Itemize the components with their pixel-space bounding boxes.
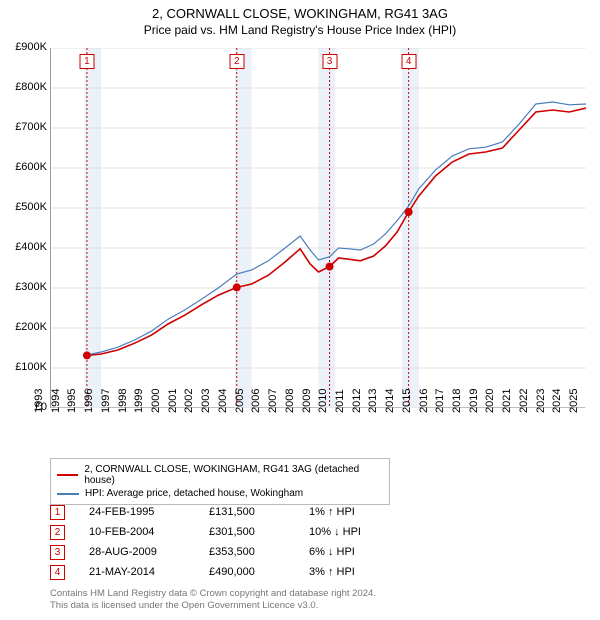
x-tick-label: 2025 bbox=[568, 389, 580, 413]
x-tick-label: 2008 bbox=[284, 389, 296, 413]
transaction-diff: 1% ↑ HPI bbox=[309, 506, 409, 518]
y-tick-label: £400K bbox=[15, 241, 47, 253]
legend-label: 2, CORNWALL CLOSE, WOKINGHAM, RG41 3AG (… bbox=[84, 464, 383, 486]
chart-area: £0£100K£200K£300K£400K£500K£600K£700K£80… bbox=[50, 48, 585, 408]
x-tick-label: 2011 bbox=[334, 389, 346, 413]
transactions-table: 1 24-FEB-1995£131,5001% ↑ HPI 2 10-FEB-2004… bbox=[50, 502, 409, 582]
transaction-diff: 3% ↑ HPI bbox=[309, 566, 409, 578]
legend-swatch bbox=[57, 493, 79, 495]
x-tick-label: 2013 bbox=[367, 389, 379, 413]
x-tick-label: 2004 bbox=[217, 389, 229, 413]
x-tick-label: 2016 bbox=[418, 389, 430, 413]
x-tick-label: 1997 bbox=[100, 389, 112, 413]
sale-marker-4: 4 bbox=[401, 54, 416, 69]
x-tick-label: 2018 bbox=[451, 389, 463, 413]
x-tick-label: 2010 bbox=[317, 389, 329, 413]
x-tick-label: 2021 bbox=[501, 389, 513, 413]
x-tick-label: 2007 bbox=[267, 389, 279, 413]
legend: 2, CORNWALL CLOSE, WOKINGHAM, RG41 3AG (… bbox=[50, 458, 390, 505]
x-tick-label: 2002 bbox=[183, 389, 195, 413]
footer-line2: This data is licensed under the Open Gov… bbox=[50, 600, 376, 612]
x-tick-label: 2019 bbox=[468, 389, 480, 413]
transaction-marker: 4 bbox=[50, 565, 65, 580]
x-tick-label: 2006 bbox=[250, 389, 262, 413]
footer-attribution: Contains HM Land Registry data © Crown c… bbox=[50, 588, 376, 612]
y-tick-label: £600K bbox=[15, 161, 47, 173]
chart-svg bbox=[51, 48, 586, 408]
transaction-diff: 6% ↓ HPI bbox=[309, 546, 409, 558]
legend-label: HPI: Average price, detached house, Woki… bbox=[85, 488, 303, 499]
y-tick-label: £200K bbox=[15, 321, 47, 333]
x-tick-label: 1998 bbox=[117, 389, 129, 413]
x-tick-label: 1994 bbox=[50, 389, 62, 413]
footer-line1: Contains HM Land Registry data © Crown c… bbox=[50, 588, 376, 600]
x-tick-label: 1996 bbox=[83, 389, 95, 413]
legend-swatch bbox=[57, 474, 78, 476]
sale-marker-1: 1 bbox=[79, 54, 94, 69]
y-tick-label: £300K bbox=[15, 281, 47, 293]
x-tick-label: 2022 bbox=[518, 389, 530, 413]
x-tick-label: 2012 bbox=[351, 389, 363, 413]
x-tick-label: 2009 bbox=[301, 389, 313, 413]
sale-marker-3: 3 bbox=[322, 54, 337, 69]
x-tick-label: 2015 bbox=[401, 389, 413, 413]
x-tick-label: 2023 bbox=[535, 389, 547, 413]
x-tick-label: 2001 bbox=[167, 389, 179, 413]
transaction-date: 28-AUG-2009 bbox=[89, 546, 209, 558]
x-tick-label: 2000 bbox=[150, 389, 162, 413]
x-tick-label: 2005 bbox=[234, 389, 246, 413]
y-tick-label: £100K bbox=[15, 361, 47, 373]
sale-marker-2: 2 bbox=[229, 54, 244, 69]
y-tick-label: £700K bbox=[15, 121, 47, 133]
transaction-date: 10-FEB-2004 bbox=[89, 526, 209, 538]
x-tick-label: 1993 bbox=[33, 389, 45, 413]
transaction-row: 4 21-MAY-2014£490,0003% ↑ HPI bbox=[50, 562, 409, 582]
x-tick-label: 2020 bbox=[484, 389, 496, 413]
legend-item: 2, CORNWALL CLOSE, WOKINGHAM, RG41 3AG (… bbox=[57, 463, 383, 487]
transaction-price: £301,500 bbox=[209, 526, 309, 538]
y-tick-label: £900K bbox=[15, 41, 47, 53]
transaction-marker: 2 bbox=[50, 525, 65, 540]
x-tick-label: 2017 bbox=[434, 389, 446, 413]
title-block: 2, CORNWALL CLOSE, WOKINGHAM, RG41 3AG P… bbox=[0, 0, 600, 37]
transaction-row: 2 10-FEB-2004£301,50010% ↓ HPI bbox=[50, 522, 409, 542]
transaction-row: 1 24-FEB-1995£131,5001% ↑ HPI bbox=[50, 502, 409, 522]
transaction-marker: 1 bbox=[50, 505, 65, 520]
x-tick-label: 2003 bbox=[200, 389, 212, 413]
series-price_paid bbox=[87, 108, 586, 355]
x-tick-label: 2024 bbox=[551, 389, 563, 413]
transaction-row: 3 28-AUG-2009£353,5006% ↓ HPI bbox=[50, 542, 409, 562]
transaction-price: £353,500 bbox=[209, 546, 309, 558]
title-subtitle: Price paid vs. HM Land Registry's House … bbox=[0, 23, 600, 37]
transaction-date: 21-MAY-2014 bbox=[89, 566, 209, 578]
series-hpi bbox=[87, 102, 586, 355]
legend-item: HPI: Average price, detached house, Woki… bbox=[57, 487, 383, 500]
transaction-price: £490,000 bbox=[209, 566, 309, 578]
y-tick-label: £800K bbox=[15, 81, 47, 93]
chart-container: 2, CORNWALL CLOSE, WOKINGHAM, RG41 3AG P… bbox=[0, 0, 600, 620]
x-tick-label: 1995 bbox=[66, 389, 78, 413]
transaction-price: £131,500 bbox=[209, 506, 309, 518]
transaction-marker: 3 bbox=[50, 545, 65, 560]
transaction-diff: 10% ↓ HPI bbox=[309, 526, 409, 538]
x-tick-label: 1999 bbox=[133, 389, 145, 413]
title-address: 2, CORNWALL CLOSE, WOKINGHAM, RG41 3AG bbox=[0, 6, 600, 21]
x-tick-label: 2014 bbox=[384, 389, 396, 413]
transaction-date: 24-FEB-1995 bbox=[89, 506, 209, 518]
y-tick-label: £500K bbox=[15, 201, 47, 213]
